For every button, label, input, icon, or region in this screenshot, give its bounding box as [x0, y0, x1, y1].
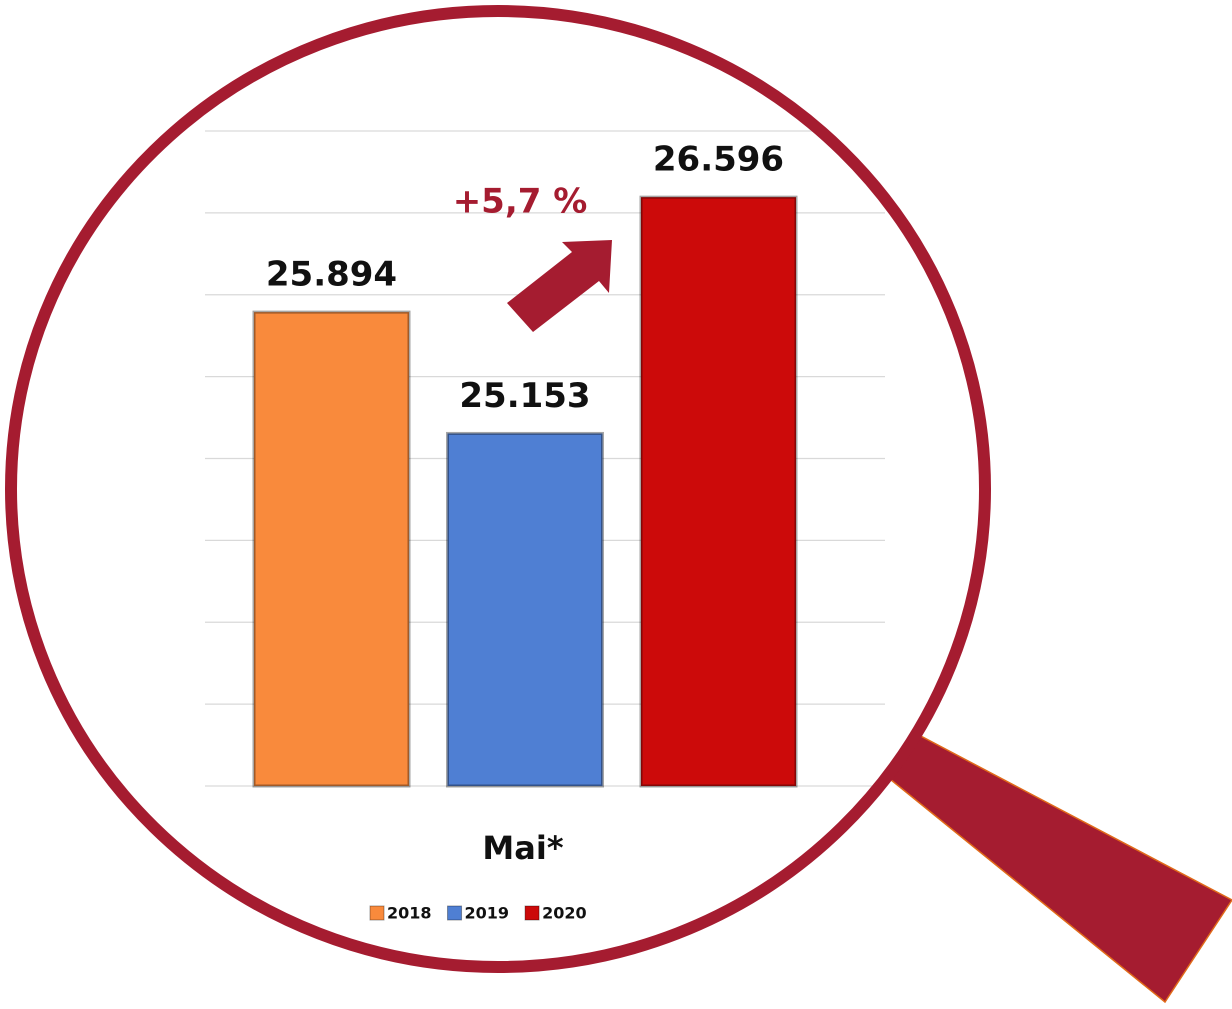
legend-label: 2020	[542, 904, 587, 923]
legend-label: 2018	[387, 904, 432, 923]
value-label: 25.153	[459, 376, 590, 416]
bar	[254, 312, 409, 786]
growth-arrow	[507, 240, 612, 332]
bar	[641, 197, 796, 786]
x-tick-label: Mai*	[482, 829, 563, 867]
magnifier-handle	[885, 733, 1232, 1002]
value-label: 26.596	[653, 140, 784, 180]
value-label: 25.894	[266, 255, 397, 295]
legend-swatch	[370, 906, 384, 920]
chart: +5,7 % Mai* 25.894 25.153 26.596 2018 2019 202…	[0, 0, 1232, 1009]
legend-label: 2019	[465, 904, 510, 923]
legend-swatch	[525, 906, 539, 920]
annotation: +5,7 %	[453, 182, 588, 222]
legend-swatch	[448, 906, 462, 920]
bar	[448, 433, 603, 786]
plot-area	[205, 131, 885, 786]
